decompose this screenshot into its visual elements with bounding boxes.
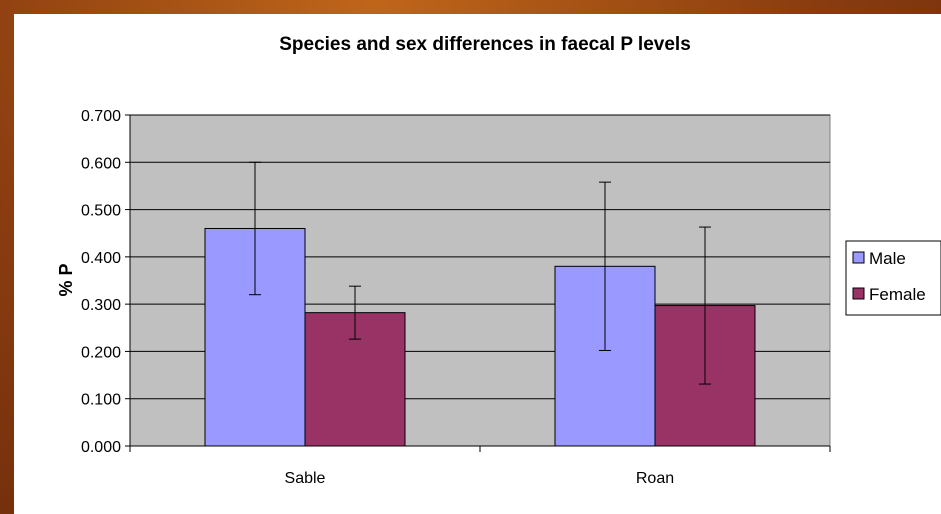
y-axis: 0.000 0.100 0.200 0.300 0.400 0.500 0.600 0.700 xyxy=(81,108,131,456)
x-tick-label: Sable xyxy=(285,470,326,487)
y-tick-label: 0.200 xyxy=(81,344,121,361)
legend-swatch-female xyxy=(852,287,865,300)
y-tick-label: 0.700 xyxy=(81,108,121,125)
y-tick-label: 0.500 xyxy=(81,203,121,220)
legend-label-male: Male xyxy=(869,249,906,268)
x-tick-label: Roan xyxy=(636,470,674,487)
legend-swatch-male xyxy=(852,251,865,264)
y-tick-label: 0.300 xyxy=(81,297,121,314)
y-tick-label: 0.100 xyxy=(81,392,121,409)
error-bars xyxy=(249,161,711,385)
legend: Male Female xyxy=(845,240,941,316)
legend-label-female: Female xyxy=(869,285,926,304)
x-axis: Sable Roan xyxy=(129,445,831,487)
y-tick-label: 0.600 xyxy=(81,155,121,172)
y-tick-label: 0.000 xyxy=(81,439,121,456)
y-axis-label: % P xyxy=(56,263,76,296)
y-tick-label: 0.400 xyxy=(81,250,121,267)
bar-male-roan xyxy=(554,265,656,447)
chart-title: Species and sex differences in faecal P … xyxy=(279,34,691,55)
